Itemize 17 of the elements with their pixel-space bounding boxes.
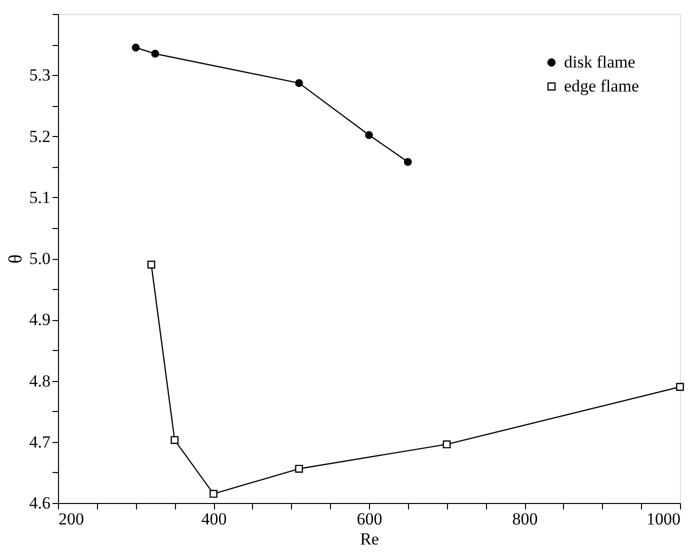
y-tick-label: 5.1 (29, 188, 50, 207)
y-tick-label: 4.9 (29, 310, 50, 330)
legend-label: disk flame (564, 52, 636, 72)
y-tick-label: 4.8 (29, 371, 50, 390)
y-tick-label: 5.3 (29, 66, 50, 85)
x-axis-title: Re (360, 530, 379, 548)
x-tick-label: 1000 (646, 510, 680, 528)
x-tick-label: 600 (356, 510, 382, 528)
y-tick-label: 5.2 (29, 126, 50, 146)
x-tick-label: 400 (201, 510, 227, 528)
legend-label: edge flame (564, 76, 640, 96)
y-axis-title: θ (5, 254, 26, 264)
y-tick-label: 4.7 (29, 432, 51, 452)
x-tick-label: 800 (512, 510, 538, 528)
y-tick-label: 4.6 (29, 494, 50, 512)
x-tick-label: 200 (58, 510, 84, 528)
y-tick-label: 5.0 (29, 249, 50, 268)
